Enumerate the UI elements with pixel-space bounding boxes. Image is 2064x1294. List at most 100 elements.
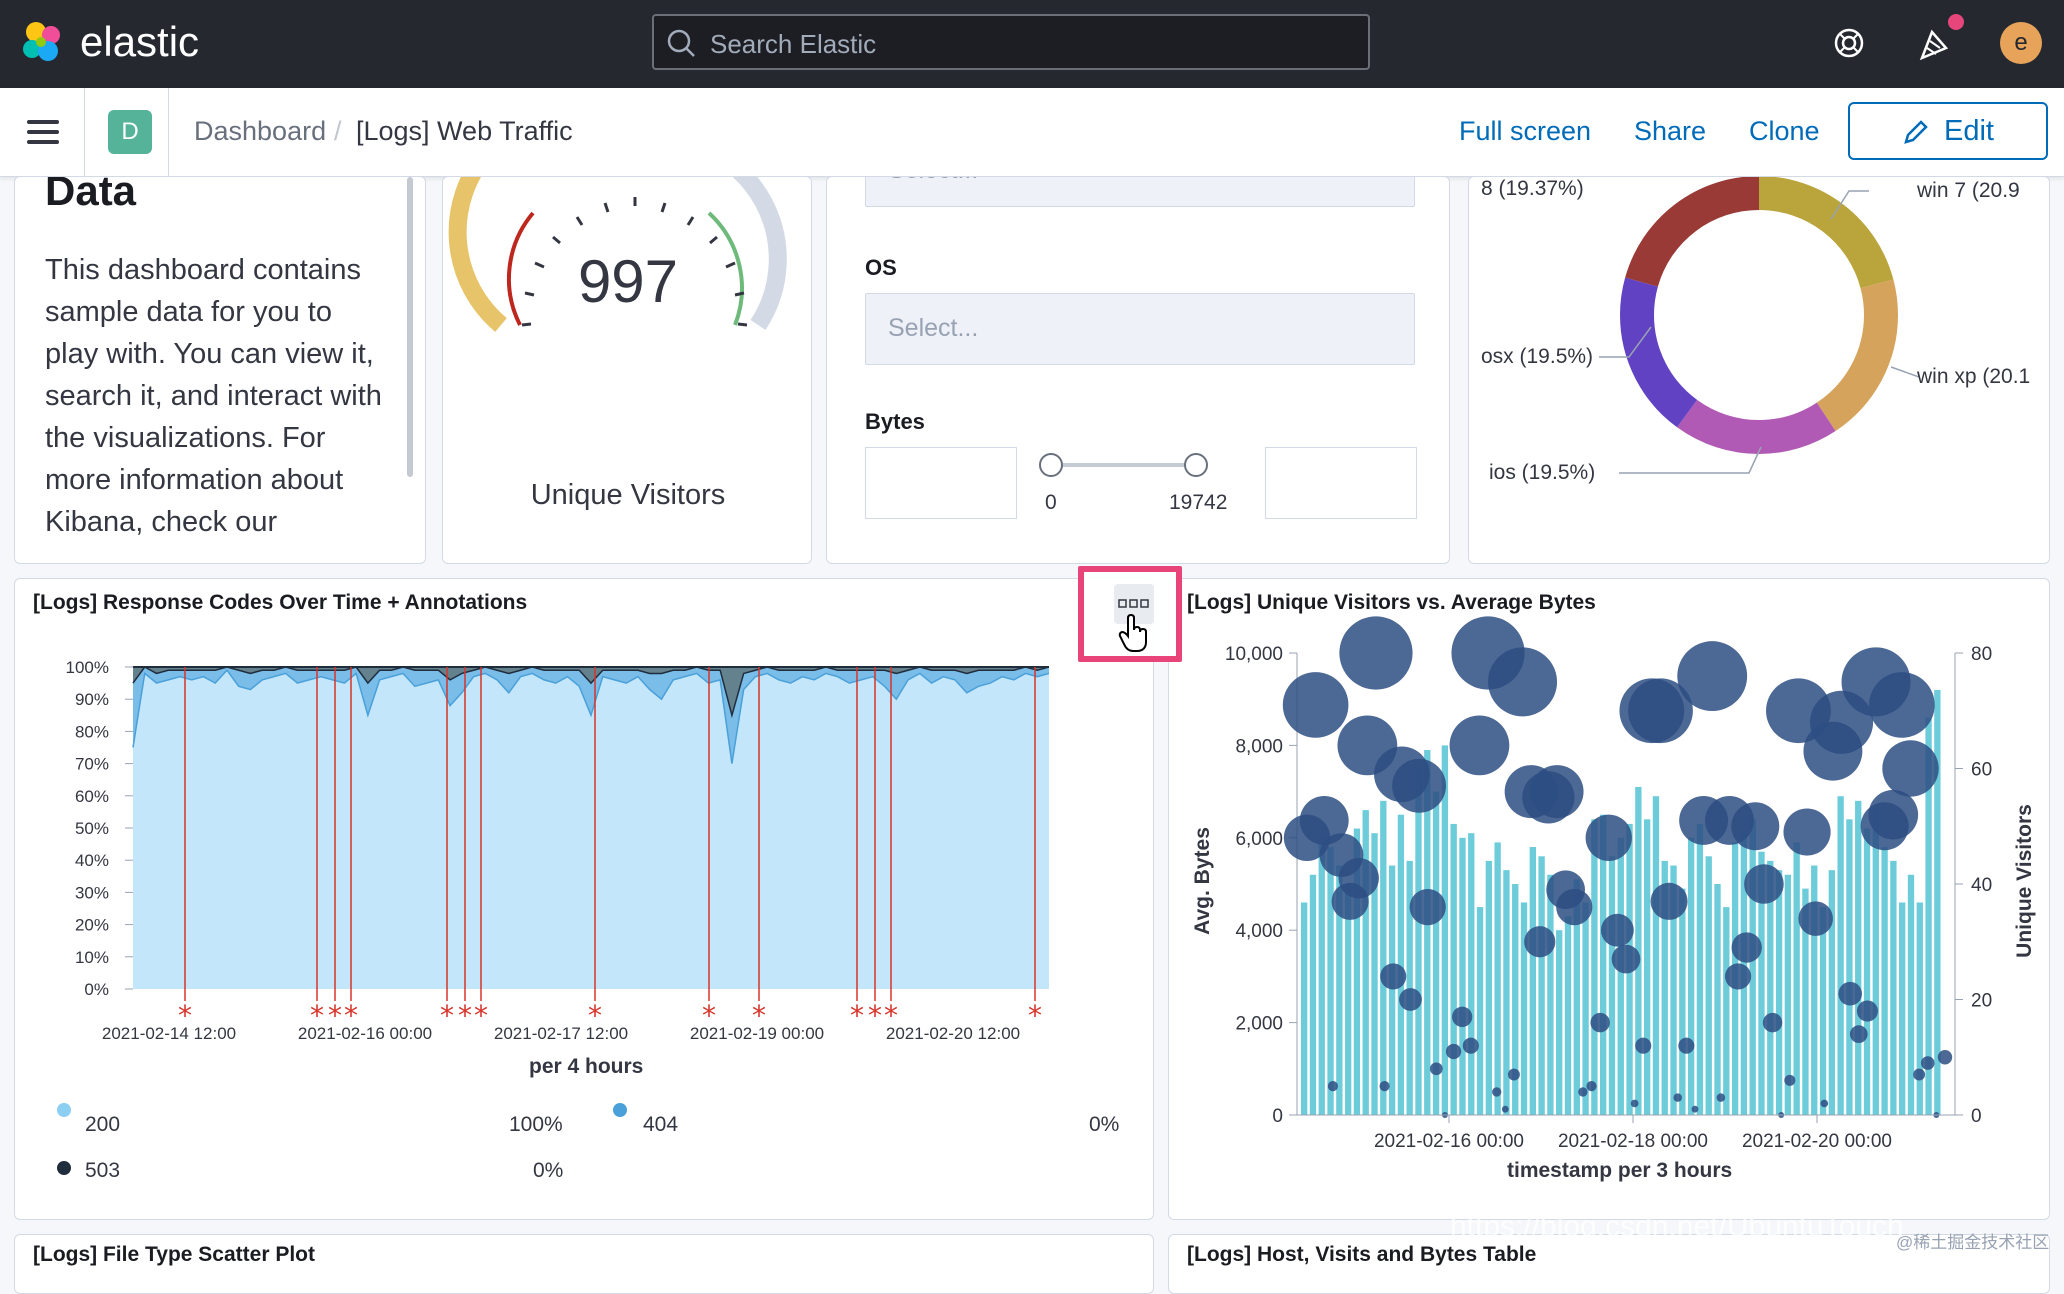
- newsfeed-icon[interactable]: [1916, 26, 1952, 62]
- file-type-scatter-title: [Logs] File Type Scatter Plot: [33, 1243, 315, 1266]
- x-tick-label: 2021-02-14 12:00: [102, 1024, 236, 1043]
- bar-avg-bytes: [1925, 717, 1932, 1115]
- bar-avg-bytes: [1344, 884, 1352, 1115]
- bubble-unique-visitors: [1530, 765, 1584, 819]
- panel-scrollbar[interactable]: [407, 177, 413, 477]
- elastic-logo-icon[interactable]: [20, 20, 66, 66]
- legend-label-503[interactable]: 503: [85, 1159, 121, 1182]
- y-tick-label: 80%: [75, 722, 109, 741]
- bubble-unique-visitors: [1650, 882, 1688, 920]
- bar-avg-bytes: [1881, 847, 1888, 1115]
- hand-cursor-icon: [1118, 614, 1147, 652]
- search-placeholder: Search Elastic: [710, 29, 877, 59]
- y-left-tick-label: 10,000: [1225, 644, 1283, 665]
- header-divider: [168, 88, 169, 176]
- x-tick-label: 2021-02-16 00:00: [1374, 1131, 1524, 1152]
- global-search-input[interactable]: Search Elastic: [652, 14, 1370, 70]
- bar-avg-bytes: [1679, 888, 1686, 1115]
- user-avatar[interactable]: e: [2000, 22, 2042, 64]
- bar-avg-bytes: [1819, 907, 1827, 1115]
- bar-avg-bytes: [1362, 810, 1369, 1115]
- bubble-unique-visitors: [1600, 913, 1634, 947]
- response-codes-panel: [Logs] Response Codes Over Time + Annota…: [14, 578, 1154, 1220]
- bytes-max-input[interactable]: [1265, 447, 1417, 519]
- y-right-title: Unique Visitors: [2013, 804, 2036, 958]
- breadcrumb-dashboard[interactable]: Dashboard: [194, 116, 327, 146]
- gauge-label: Unique Visitors: [530, 479, 726, 511]
- y-tick-label: 30%: [75, 883, 109, 902]
- bubble-unique-visitors: [1838, 981, 1862, 1006]
- bubble-unique-visitors: [1379, 1081, 1390, 1092]
- bar-avg-bytes: [1608, 856, 1616, 1115]
- annotation-marker: *: [344, 999, 358, 1032]
- y-tick-label: 10%: [75, 948, 109, 967]
- donut-slice-ios: [1620, 177, 1898, 454]
- annotation-marker: *: [178, 999, 192, 1032]
- bubble-unique-visitors: [1585, 814, 1632, 861]
- bar-avg-bytes: [1494, 842, 1501, 1115]
- bar-avg-bytes: [1600, 814, 1607, 1115]
- y-right-tick-label: 80: [1971, 644, 1992, 665]
- bytes-label: Bytes: [865, 409, 925, 434]
- bar-avg-bytes: [1705, 856, 1712, 1115]
- edit-button[interactable]: Edit: [1848, 102, 2048, 160]
- bubble-unique-visitors: [1507, 1068, 1520, 1081]
- bubble-unique-visitors: [1731, 932, 1762, 963]
- os-select[interactable]: Select...: [865, 293, 1415, 365]
- annotation-marker: *: [588, 999, 602, 1032]
- legend-label-404[interactable]: 404: [643, 1113, 679, 1136]
- bytes-min-input[interactable]: [865, 447, 1017, 519]
- bubble-unique-visitors: [1677, 641, 1748, 712]
- bar-avg-bytes: [1380, 800, 1387, 1115]
- visitors-bytes-chart: 10,000 8,000 6,000 4,000 2,000 0 80 60 40 20 0 2021…: [1225, 616, 1992, 1152]
- y-tick-label: 90%: [75, 690, 109, 709]
- legend-label-200[interactable]: 200: [85, 1113, 121, 1136]
- help-icon[interactable]: [1832, 26, 1866, 60]
- x-tick-label: 2021-02-20 12:00: [886, 1024, 1020, 1043]
- bubble-unique-visitors: [1731, 802, 1780, 851]
- bar-avg-bytes: [1934, 689, 1941, 1115]
- bar-avg-bytes: [1529, 847, 1536, 1115]
- bar-avg-bytes: [1476, 907, 1484, 1115]
- legend-value-200: 100%: [509, 1113, 563, 1136]
- bytes-max-handle[interactable]: [1184, 453, 1208, 477]
- markdown-heading: Data: [45, 176, 137, 214]
- x-tick-label: 2021-02-18 00:00: [1558, 1131, 1708, 1152]
- watermark-url: https://blog.csdn.net/UbuntuTouch: [1450, 1210, 1904, 1243]
- response-codes-x-title: per 4 hours: [529, 1055, 644, 1078]
- bar-avg-bytes: [1336, 865, 1343, 1115]
- bar-avg-bytes: [1397, 814, 1405, 1115]
- annotation-marker: *: [868, 999, 882, 1032]
- donut-label-ios: ios (19.5%): [1489, 461, 1596, 484]
- clone-button[interactable]: Clone: [1749, 116, 1820, 146]
- top-control-select[interactable]: Select...: [865, 177, 1415, 207]
- app-logo-text[interactable]: elastic: [80, 18, 200, 65]
- response-codes-chart: 100%90%80%70%60%50%40%30%20%10%0%* * * * * * *…: [66, 658, 1050, 1043]
- bar-avg-bytes: [1547, 874, 1554, 1115]
- bubble-unique-visitors: [1327, 1081, 1338, 1092]
- bytes-range-track[interactable]: [1053, 463, 1199, 467]
- bar-avg-bytes: [1643, 819, 1651, 1115]
- annotation-marker: *: [328, 999, 342, 1032]
- space-avatar[interactable]: D: [108, 110, 152, 154]
- y-right-tick-label: 20: [1971, 991, 1992, 1012]
- full-screen-button[interactable]: Full screen: [1459, 116, 1592, 146]
- share-button[interactable]: Share: [1634, 116, 1707, 146]
- bar-avg-bytes: [1512, 884, 1519, 1115]
- y-tick-label: 100%: [66, 658, 109, 677]
- bubble-unique-visitors: [1869, 672, 1935, 738]
- bar-avg-bytes: [1652, 796, 1660, 1115]
- file-type-scatter-panel: [Logs] File Type Scatter Plot: [14, 1234, 1154, 1294]
- bar-avg-bytes: [1802, 888, 1809, 1115]
- y-left-title: Avg. Bytes: [1191, 827, 1214, 935]
- menu-toggle-icon[interactable]: [27, 114, 59, 150]
- donut-label-8: 8 (19.37%): [1481, 177, 1584, 200]
- legend-value-503: 0%: [533, 1159, 564, 1182]
- x-tick-label: 2021-02-16 00:00: [298, 1024, 432, 1043]
- y-tick-label: 60%: [75, 787, 109, 806]
- response-codes-title: [Logs] Response Codes Over Time + Annota…: [33, 591, 528, 614]
- legend-swatch-200: [57, 1103, 71, 1117]
- bubble-unique-visitors: [1820, 1099, 1829, 1108]
- bubble-unique-visitors: [1937, 1050, 1953, 1065]
- bytes-min-handle[interactable]: [1039, 453, 1063, 477]
